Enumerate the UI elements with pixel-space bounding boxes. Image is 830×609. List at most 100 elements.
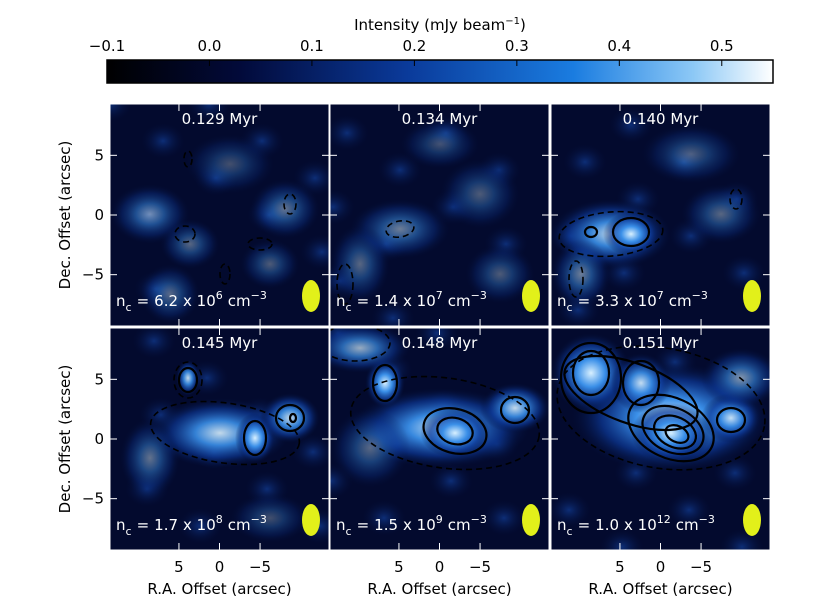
colorbar-tick-label: −0.1 — [89, 37, 125, 55]
contour — [219, 263, 231, 285]
contour — [371, 363, 399, 403]
emission — [185, 134, 275, 194]
x-axis-label: R.A. Offset (arcsec) — [147, 580, 291, 598]
x-tick-label: 0 — [215, 558, 225, 576]
density-label: nc = 3.3 x 107 cm−3 — [557, 289, 708, 314]
contour — [242, 419, 268, 457]
contour — [288, 412, 298, 424]
colorbar-tick-label: 0.2 — [402, 37, 426, 55]
map — [110, 104, 329, 326]
density-unit-exponent: −3 — [471, 513, 487, 526]
density-subscript: c — [126, 301, 132, 314]
x-axis-label: R.A. Offset (arcsec) — [588, 580, 732, 598]
emission — [681, 184, 761, 244]
contour — [274, 403, 306, 433]
beam — [743, 504, 761, 536]
map — [110, 328, 329, 550]
density-equals: = — [137, 292, 150, 310]
contour — [583, 225, 599, 239]
colorbar-label-close: ) — [520, 16, 526, 34]
emission — [400, 119, 480, 169]
emission — [160, 219, 220, 269]
noise — [563, 144, 607, 180]
density-times: x 10 — [403, 516, 436, 534]
x-tick-label: 5 — [615, 558, 625, 576]
emission — [176, 360, 200, 396]
contour — [558, 210, 664, 258]
x-tick-label: 0 — [435, 558, 445, 576]
density-times: x 10 — [183, 516, 216, 534]
noise — [132, 328, 176, 359]
colorbar-tick-label: 0.1 — [300, 37, 324, 55]
colorbar-tick-label: 0.5 — [710, 37, 734, 55]
colorbar — [106, 59, 774, 84]
density-exponent: 12 — [657, 513, 671, 526]
density-unit: cm — [448, 516, 471, 534]
beam — [522, 280, 540, 312]
contour — [627, 393, 715, 463]
density-equals: = — [578, 516, 591, 534]
density-unit: cm — [448, 292, 471, 310]
density-unit-exponent: −3 — [251, 289, 267, 302]
contour — [568, 260, 584, 298]
density-equals: = — [357, 516, 370, 534]
density-unit: cm — [228, 516, 251, 534]
y-axis-label: Dec. Offset (arcsec) — [56, 365, 74, 514]
panel: 0.134 Myr nc = 1.4 x 107 cm−3 — [329, 103, 550, 327]
noise — [720, 529, 764, 550]
contour — [174, 225, 196, 243]
density-symbol: n — [557, 292, 567, 310]
noise — [609, 107, 653, 143]
density-times: x 10 — [183, 292, 216, 310]
y-tick-label: 5 — [94, 146, 104, 164]
time-label: 0.148 Myr — [402, 334, 479, 352]
contour — [621, 359, 661, 407]
contour — [247, 237, 273, 251]
density-mantissa: 1.4 — [374, 292, 398, 310]
time-label: 0.140 Myr — [623, 110, 700, 128]
density-unit-exponent: −3 — [251, 513, 267, 526]
y-axis-label: Dec. Offset (arcsec) — [56, 141, 74, 290]
density-exponent: 7 — [436, 289, 443, 302]
beam — [522, 504, 540, 536]
density-unit: cm — [669, 292, 692, 310]
colorbar-tick-label: 0.4 — [607, 37, 631, 55]
y-tick-label: −5 — [82, 490, 104, 508]
beam — [302, 504, 320, 536]
noise — [415, 328, 459, 351]
contour — [652, 414, 698, 450]
noise — [330, 115, 369, 151]
density-exponent: 9 — [436, 513, 443, 526]
noise — [722, 255, 766, 291]
noise — [600, 529, 644, 550]
density-equals: = — [137, 516, 150, 534]
density-times: x 10 — [624, 292, 657, 310]
emission — [330, 408, 410, 488]
density-exponent: 6 — [216, 289, 223, 302]
colorbar-tick-label: 0.0 — [198, 37, 222, 55]
density-symbol: n — [116, 292, 126, 310]
density-label: nc = 1.5 x 109 cm−3 — [336, 513, 487, 538]
density-label: nc = 1.4 x 107 cm−3 — [336, 289, 487, 314]
noise — [371, 300, 415, 326]
y-tick-label: 0 — [94, 206, 104, 224]
panel: 0.151 Myr nc = 1.0 x 1012 cm−3 — [550, 327, 771, 551]
contour — [330, 328, 391, 362]
emission — [230, 493, 310, 543]
emission — [551, 239, 611, 309]
map — [330, 328, 549, 550]
contour — [336, 263, 354, 305]
density-symbol: n — [336, 292, 346, 310]
time-label: 0.145 Myr — [182, 334, 259, 352]
density-mantissa: 3.3 — [595, 292, 619, 310]
density-mantissa: 1.7 — [154, 516, 178, 534]
contour — [563, 354, 699, 432]
y-tick-label: 5 — [94, 370, 104, 388]
density-times: x 10 — [403, 292, 436, 310]
contour — [559, 341, 623, 415]
density-unit-exponent: −3 — [699, 513, 715, 526]
density-subscript: c — [126, 525, 132, 538]
map — [330, 104, 549, 326]
noise — [141, 123, 185, 159]
